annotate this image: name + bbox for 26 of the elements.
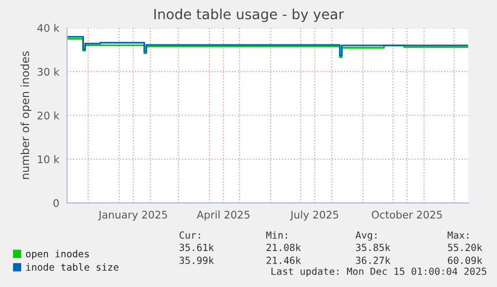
- text: 21.08k: [266, 244, 301, 252]
- y-tick-label: 20 k: [38, 111, 60, 120]
- y-tick-label: 10 k: [38, 155, 60, 164]
- text: 21.46k: [266, 256, 301, 264]
- text: 60.09k: [448, 256, 482, 264]
- chart-title: Inode table usage - by year: [154, 8, 344, 22]
- text: Min:: [266, 231, 287, 239]
- text: Cur:: [180, 231, 200, 239]
- x-tick-label: January 2025: [98, 210, 168, 221]
- text: Max:: [448, 232, 468, 239]
- y-tick-label: 30 k: [38, 68, 60, 76]
- text: 35.99k: [180, 256, 214, 264]
- y-tick-label: 40 k: [37, 24, 60, 32]
- legend-label: open inodes: [26, 250, 89, 260]
- text: 55.20k: [448, 244, 482, 252]
- x-tick-label: July 2025: [290, 210, 338, 221]
- y-tick-label: 0: [54, 199, 59, 208]
- text: 36.27k: [356, 256, 390, 264]
- x-tick-label: April 2025: [196, 210, 250, 221]
- text: Last update: Mon Dec 15 01:00:04 2025: [272, 267, 486, 277]
- x-tick-label: October 2025: [372, 210, 442, 219]
- text: 35.61k: [180, 244, 214, 252]
- text: 35.85k: [356, 244, 390, 252]
- y-axis-title: number of open inodes: [20, 51, 32, 179]
- text: Avg:: [356, 231, 376, 241]
- legend-label: inode table size: [26, 263, 118, 271]
